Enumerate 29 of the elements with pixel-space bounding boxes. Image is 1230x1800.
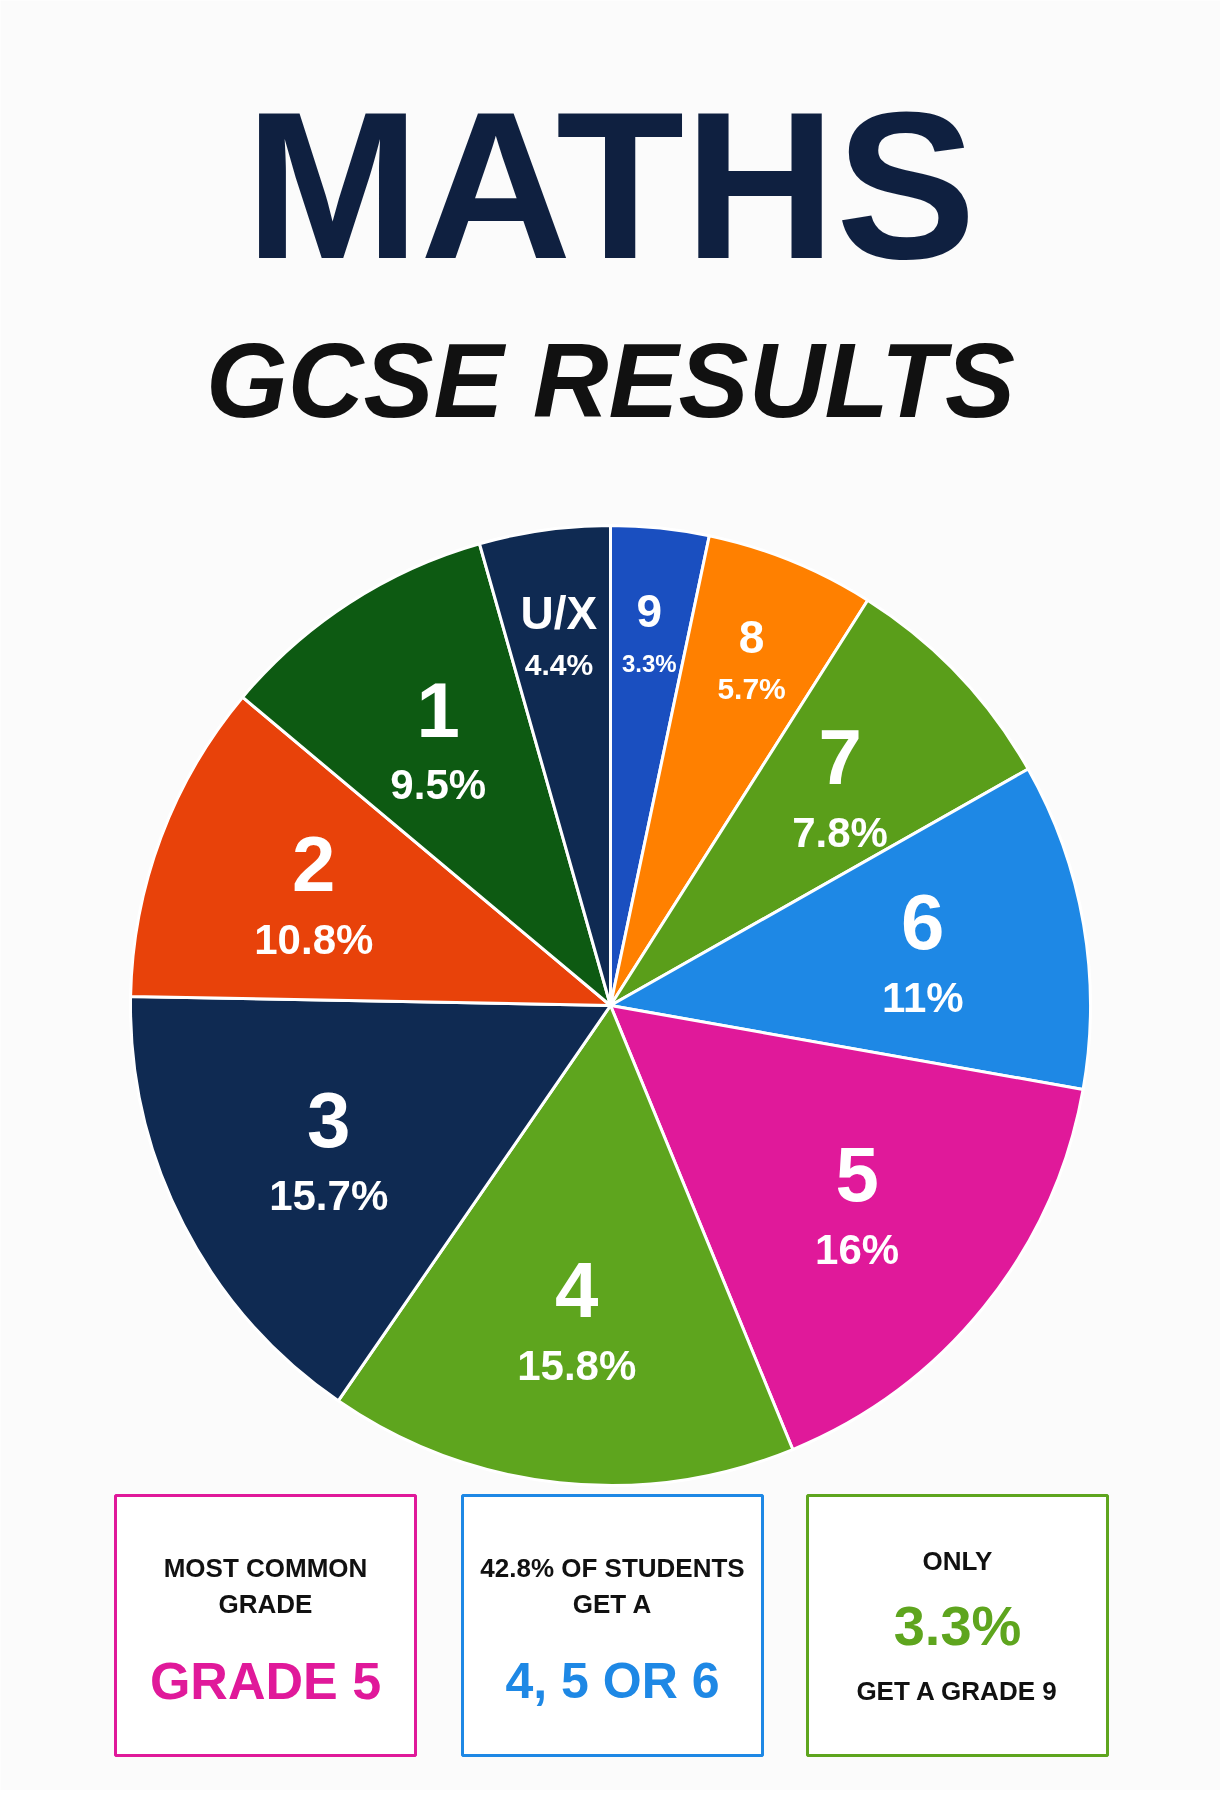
data-label: 9.5%	[390, 761, 487, 809]
data-label: 11%	[881, 973, 964, 1021]
slice-label: U/X	[520, 586, 598, 639]
slice-label: 8	[738, 610, 765, 663]
slice-label: 3	[306, 1076, 351, 1165]
slice-label: 5	[835, 1130, 879, 1219]
data-label: 3.3%	[621, 649, 677, 677]
text: 3.3%	[893, 1594, 1022, 1657]
text: GRADE 5	[149, 1651, 382, 1710]
data-label: 4.4%	[524, 648, 594, 682]
data-label: 15.8%	[517, 1341, 637, 1389]
slice-label: 6	[901, 878, 945, 967]
data-label: 15.7%	[269, 1171, 389, 1219]
slice-label: 2	[292, 820, 336, 909]
text: 42.8% OF STUDENTS GET A	[480, 1552, 745, 1619]
chart-subtitle: GCSE RESULTS	[206, 322, 1015, 439]
chart-title: MATHS	[245, 68, 977, 303]
data-label: 16%	[815, 1225, 900, 1273]
data-label: 5.7%	[717, 672, 786, 706]
text: MOST COMMON GRADE	[163, 1552, 368, 1619]
slice-label: 7	[818, 713, 862, 802]
slice-label: 4	[555, 1246, 599, 1335]
text: 4, 5 OR 6	[505, 1652, 720, 1709]
data-label: 10.8%	[254, 915, 374, 963]
data-label: 7.8%	[792, 808, 888, 856]
text: ONLY	[922, 1545, 993, 1576]
slice-label: 9	[636, 585, 663, 638]
slice-label: 1	[416, 665, 460, 754]
text: GET A GRADE 9	[856, 1675, 1057, 1706]
